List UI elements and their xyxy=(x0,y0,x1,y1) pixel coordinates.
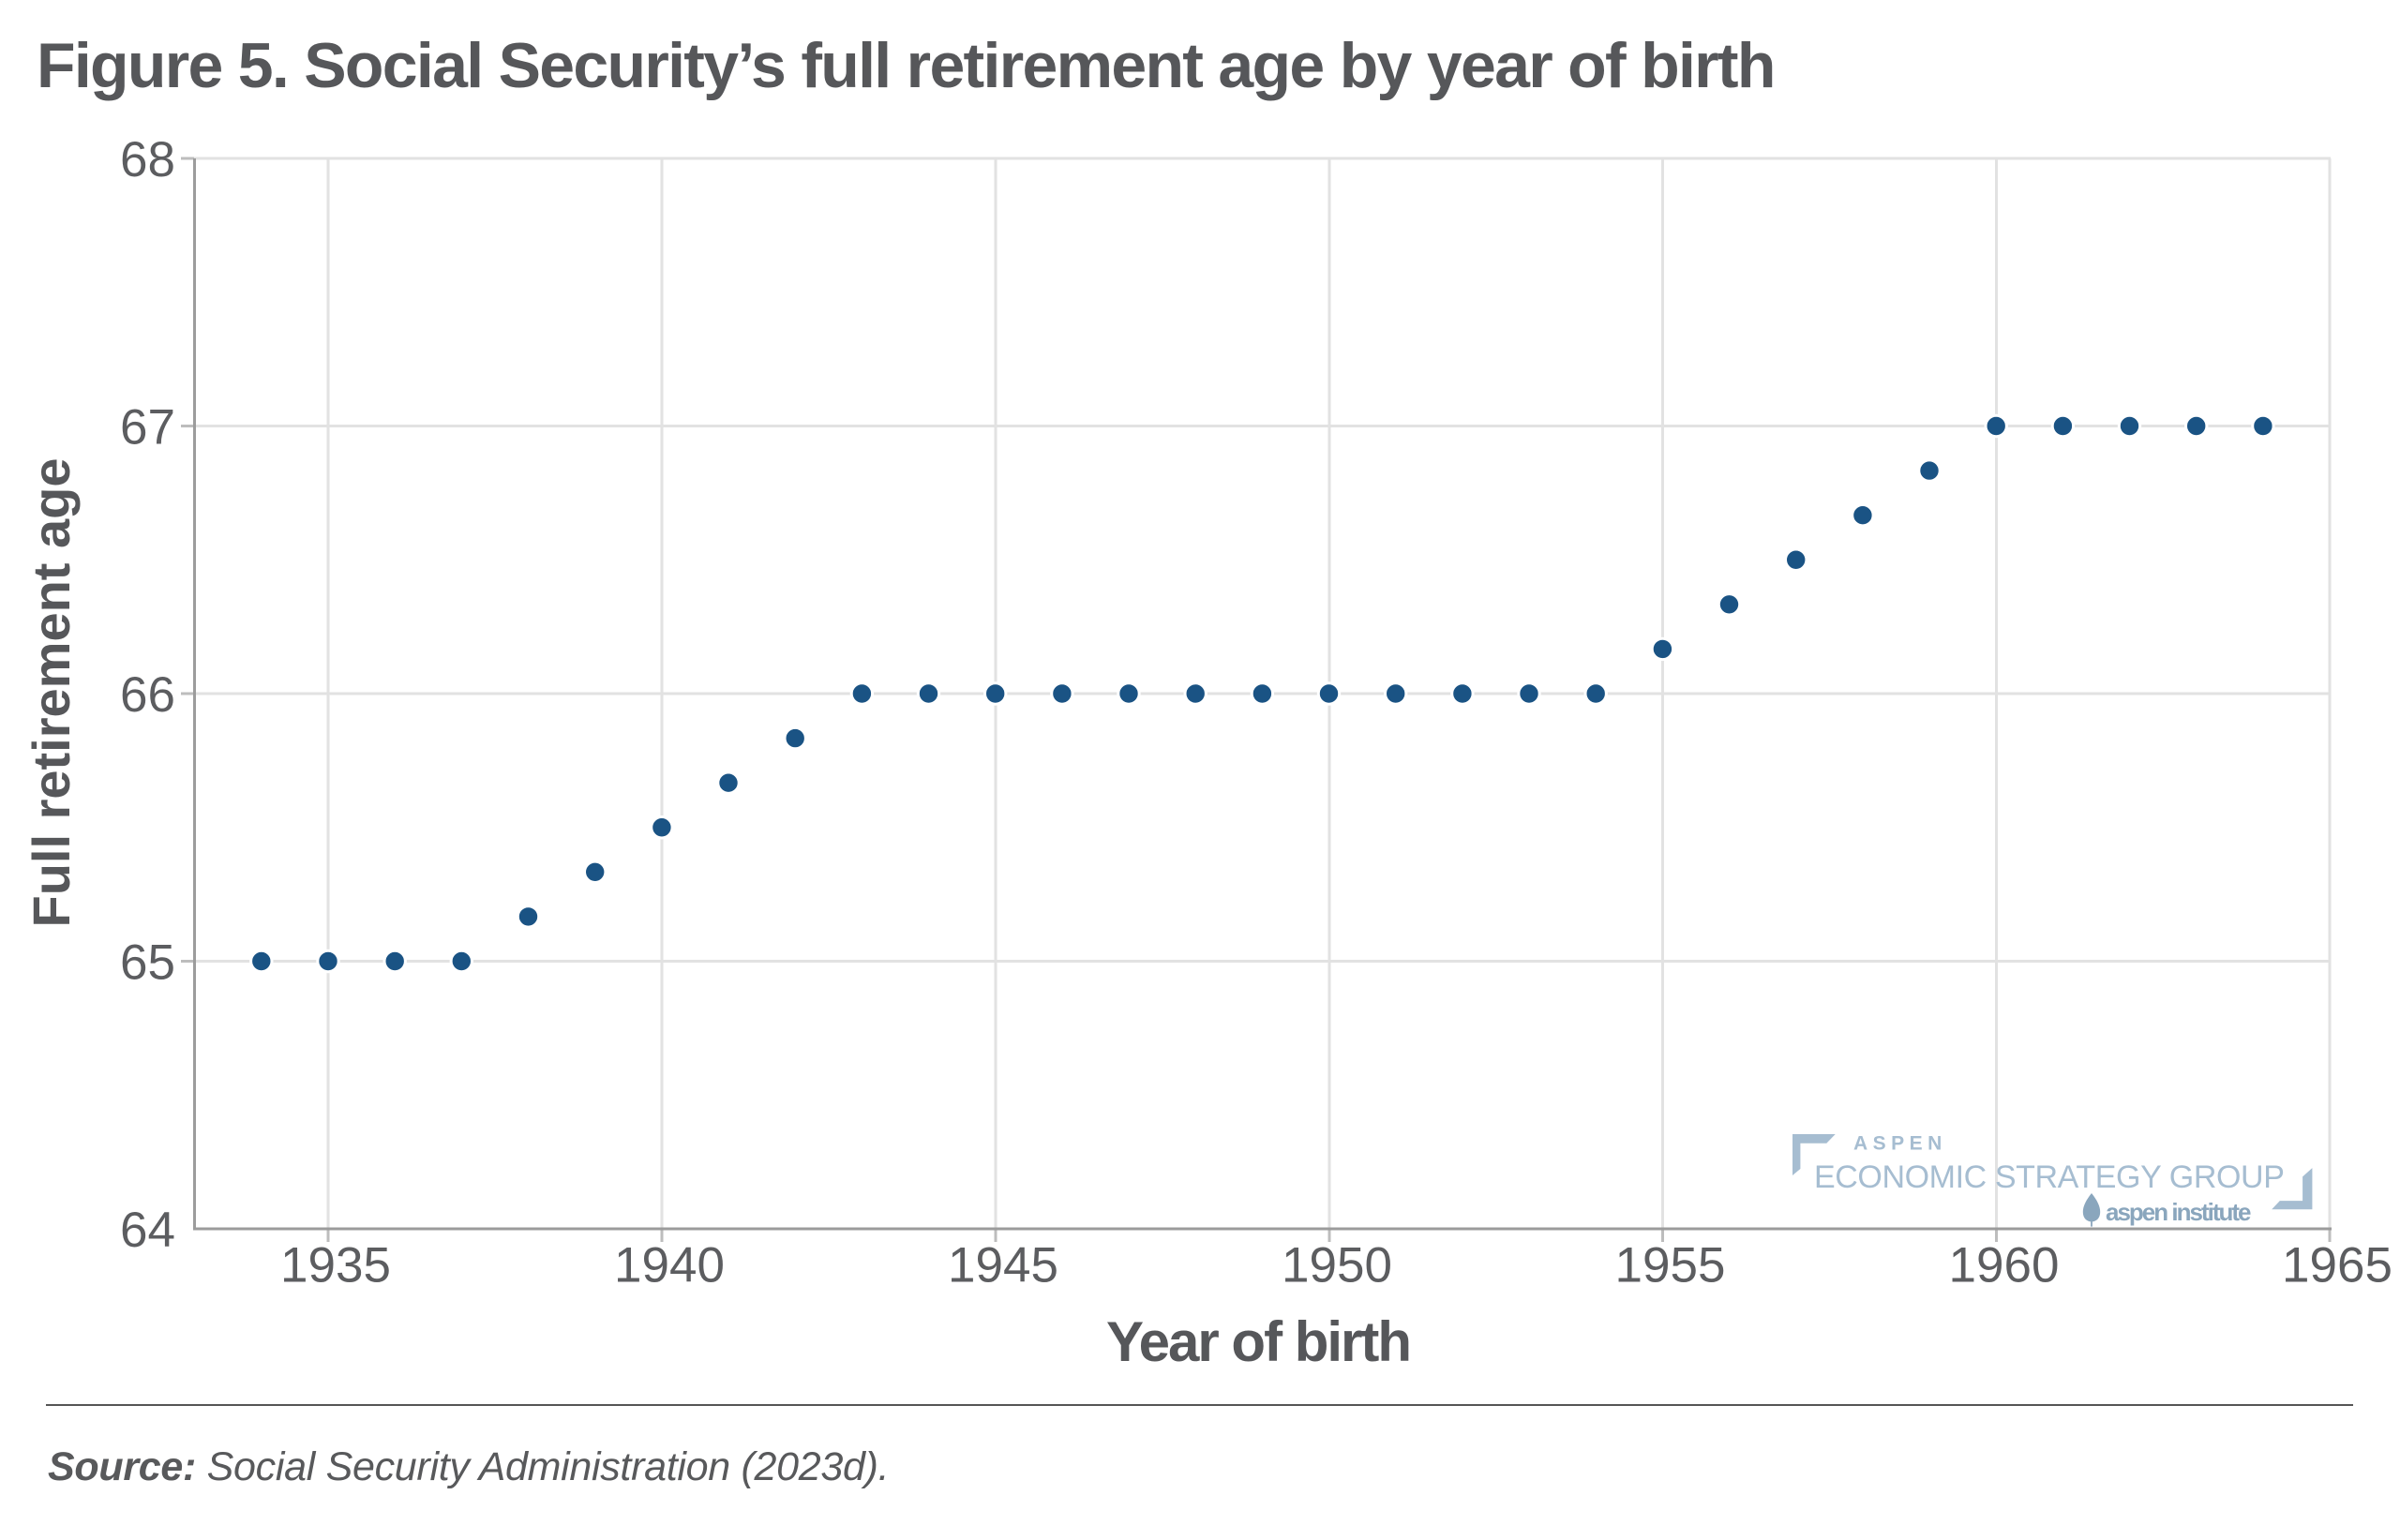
svg-text:Full retirement age: Full retirement age xyxy=(22,457,81,927)
svg-text:64: 64 xyxy=(120,1203,175,1258)
svg-text:1950: 1950 xyxy=(1282,1238,1392,1293)
svg-text:65: 65 xyxy=(120,935,175,991)
svg-text:Figure 5. Social Security’s fu: Figure 5. Social Security’s full retirem… xyxy=(37,30,1775,101)
svg-text:ASPEN: ASPEN xyxy=(1853,1133,1947,1155)
svg-text:68: 68 xyxy=(120,132,175,187)
svg-text:67: 67 xyxy=(120,400,175,456)
svg-text:1955: 1955 xyxy=(1615,1238,1726,1293)
svg-text:1945: 1945 xyxy=(948,1238,1058,1293)
svg-text:Source: Social Security Admini: Source: Social Security Administration (… xyxy=(48,1444,889,1489)
svg-text:66: 66 xyxy=(120,667,175,723)
svg-text:1960: 1960 xyxy=(1949,1238,2060,1293)
svg-text:ECONOMIC STRATEGY GROUP: ECONOMIC STRATEGY GROUP xyxy=(1814,1159,2284,1195)
svg-text:aspen institute: aspen institute xyxy=(2106,1198,2251,1226)
svg-text:1965: 1965 xyxy=(2282,1238,2392,1293)
svg-text:Year of birth: Year of birth xyxy=(1106,1310,1410,1373)
svg-text:1940: 1940 xyxy=(614,1238,725,1293)
svg-text:1935: 1935 xyxy=(280,1238,391,1293)
